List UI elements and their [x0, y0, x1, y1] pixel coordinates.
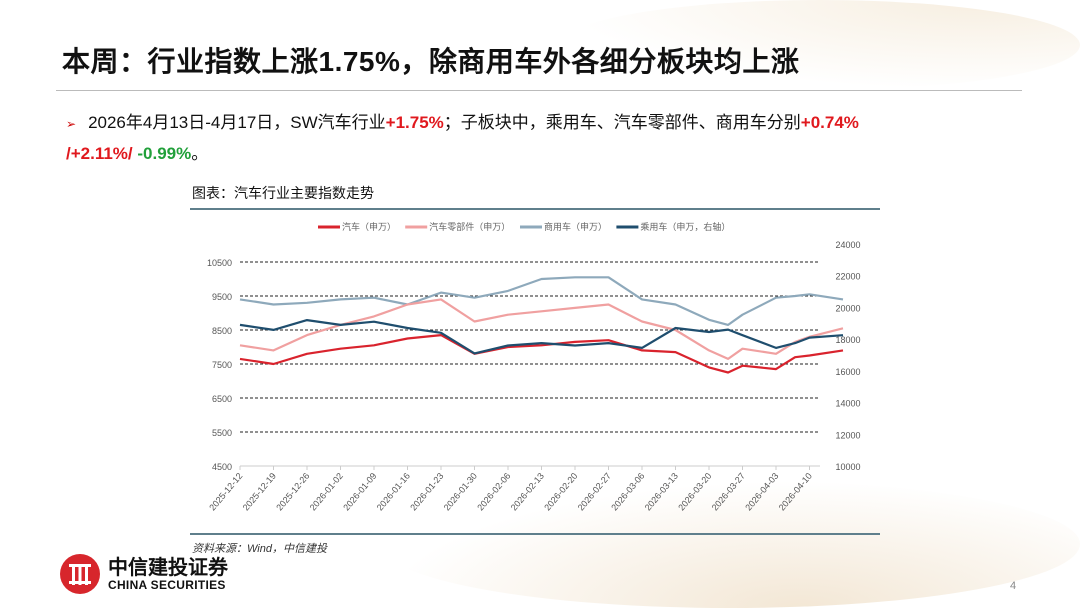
- summary-bullet: ➢ 2026年4月13日-4月17日，SW汽车行业+1.75%；子板块中，乘用车、…: [66, 108, 1026, 168]
- page-number: 4: [1010, 580, 1017, 592]
- series-line-commercial: [239, 276, 844, 326]
- legend-label: 汽车（申万）: [342, 221, 396, 233]
- x-tick-label: 2026-02-06: [475, 471, 512, 513]
- commercial-change: -0.99%: [137, 144, 192, 163]
- y-right-tick-label: 16000: [835, 367, 860, 377]
- x-tick-label: 2026-02-20: [542, 471, 579, 513]
- x-tick-label: 2026-02-13: [509, 471, 546, 513]
- y-left-tick-label: 9500: [212, 292, 232, 302]
- x-tick-label: 2025-12-12: [207, 471, 244, 513]
- arrow-bullet-icon: ➢: [66, 117, 77, 131]
- chart-divider: [190, 208, 880, 210]
- legend-label: 乘用车（申万，右轴）: [640, 221, 730, 233]
- chart-title: 图表：汽车行业主要指数走势: [192, 186, 374, 202]
- x-tick-label: 2026-03-27: [710, 471, 747, 513]
- auto-change: +1.75%: [385, 113, 444, 132]
- x-tick-label: 2026-01-02: [308, 471, 345, 513]
- x-tick-label: 2026-03-06: [609, 471, 646, 513]
- y-right-tick-label: 14000: [835, 399, 860, 409]
- x-tick-label: 2026-02-27: [576, 471, 613, 513]
- x-tick-label: 2026-01-30: [442, 471, 479, 513]
- parts-change: /+2.11%/: [66, 144, 133, 163]
- logo-en: CHINA SECURITIES: [108, 578, 226, 592]
- x-tick-label: 2025-12-26: [274, 471, 311, 513]
- y-left-tick-label: 4500: [212, 462, 232, 472]
- y-right-tick-label: 12000: [835, 430, 860, 440]
- logo-cn: 中信建投证券: [108, 555, 228, 579]
- y-left-tick-label: 7500: [212, 360, 232, 370]
- series-line-parts: [239, 298, 844, 360]
- y-right-tick-label: 20000: [835, 303, 860, 313]
- y-right-tick-label: 18000: [835, 335, 860, 345]
- y-left-tick-label: 10500: [207, 258, 232, 268]
- x-tick-label: 2026-01-23: [408, 471, 445, 513]
- x-tick-label: 2026-03-20: [676, 471, 713, 513]
- legend-label: 汽车零部件（申万）: [429, 221, 510, 233]
- company-logo: 中信建投证券 CHINA SECURITIES: [58, 552, 228, 596]
- summary-middle: ；子板块中，乘用车、汽车零部件、商用车分别: [443, 113, 801, 132]
- summary-prefix: 2026年4月13日-4月17日，SW汽车行业: [88, 113, 386, 132]
- y-left-tick-label: 6500: [212, 394, 232, 404]
- x-tick-label: 2026-01-16: [375, 471, 412, 513]
- y-left-tick-label: 8500: [212, 326, 232, 336]
- x-tick-label: 2026-01-09: [341, 471, 378, 513]
- title-divider: [56, 90, 1022, 91]
- x-tick-label: 2026-04-03: [743, 471, 780, 513]
- passenger-change: +0.74%: [800, 113, 859, 132]
- citic-logo-icon: [60, 554, 100, 594]
- y-right-tick-label: 22000: [835, 272, 860, 282]
- x-tick-label: 2026-04-10: [777, 471, 814, 513]
- series-line-auto: [239, 334, 844, 374]
- y-right-tick-label: 10000: [835, 462, 860, 472]
- x-tick-label: 2025-12-19: [241, 471, 278, 513]
- page-title: 本周：行业指数上涨1.75%，除商用车外各细分板块均上涨: [62, 46, 800, 77]
- series-line-passenger: [239, 319, 844, 355]
- legend-label: 商用车（申万）: [544, 221, 607, 233]
- chart-divider: [190, 533, 880, 535]
- y-left-tick-label: 5500: [212, 428, 232, 438]
- x-tick-label: 2026-03-13: [643, 471, 680, 513]
- source-note: 资料来源：Wind，中信建投: [192, 543, 327, 555]
- summary-suffix: 。: [191, 144, 209, 163]
- y-right-tick-label: 24000: [835, 240, 860, 250]
